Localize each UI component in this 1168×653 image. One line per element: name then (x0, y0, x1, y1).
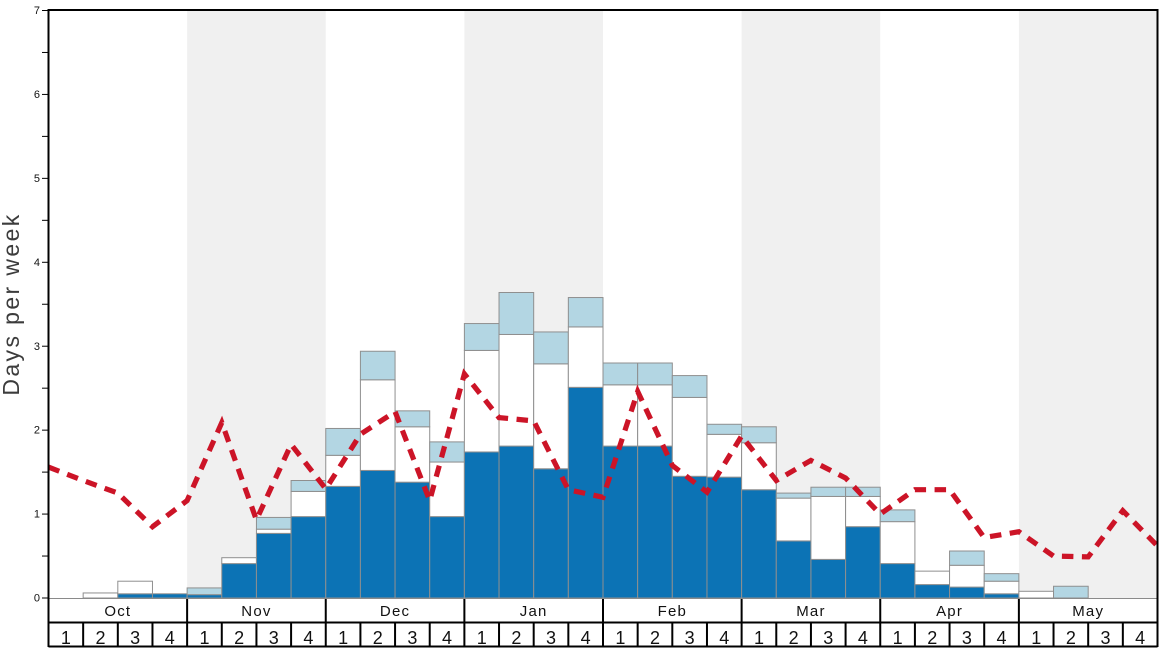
svg-text:1: 1 (1031, 628, 1041, 648)
svg-text:3: 3 (685, 628, 695, 648)
svg-text:3: 3 (269, 628, 279, 648)
svg-text:4: 4 (34, 257, 40, 269)
svg-text:3: 3 (546, 628, 556, 648)
svg-text:1: 1 (615, 628, 625, 648)
svg-text:0: 0 (34, 593, 40, 605)
svg-text:4: 4 (303, 628, 313, 648)
svg-text:Mar: Mar (796, 603, 825, 620)
svg-text:3: 3 (34, 341, 40, 353)
svg-text:Days per week: Days per week (0, 212, 24, 395)
svg-text:1: 1 (34, 509, 40, 521)
svg-text:5: 5 (34, 173, 40, 185)
svg-text:2: 2 (1066, 628, 1076, 648)
svg-text:Apr: Apr (936, 603, 963, 620)
svg-text:4: 4 (997, 628, 1007, 648)
svg-text:3: 3 (130, 628, 140, 648)
svg-text:Jan: Jan (520, 603, 548, 620)
svg-text:3: 3 (407, 628, 417, 648)
svg-text:4: 4 (719, 628, 729, 648)
svg-text:1: 1 (61, 628, 71, 648)
svg-text:6: 6 (34, 89, 40, 101)
svg-text:May: May (1072, 603, 1104, 620)
svg-text:4: 4 (442, 628, 452, 648)
svg-text:4: 4 (1135, 628, 1145, 648)
svg-text:2: 2 (34, 425, 40, 437)
svg-text:3: 3 (962, 628, 972, 648)
svg-text:1: 1 (754, 628, 764, 648)
svg-text:2: 2 (373, 628, 383, 648)
svg-text:1: 1 (477, 628, 487, 648)
svg-text:2: 2 (234, 628, 244, 648)
svg-text:7: 7 (34, 5, 40, 17)
svg-text:1: 1 (893, 628, 903, 648)
svg-text:1: 1 (338, 628, 348, 648)
svg-text:3: 3 (823, 628, 833, 648)
svg-text:4: 4 (858, 628, 868, 648)
svg-text:Dec: Dec (380, 603, 410, 620)
svg-text:1: 1 (199, 628, 209, 648)
svg-text:Oct: Oct (104, 603, 131, 620)
svg-text:4: 4 (581, 628, 591, 648)
svg-text:Feb: Feb (658, 603, 687, 620)
svg-text:2: 2 (650, 628, 660, 648)
svg-text:2: 2 (927, 628, 937, 648)
svg-text:Nov: Nov (241, 603, 271, 620)
svg-text:2: 2 (95, 628, 105, 648)
svg-text:2: 2 (789, 628, 799, 648)
svg-text:3: 3 (1101, 628, 1111, 648)
svg-text:2: 2 (511, 628, 521, 648)
svg-text:4: 4 (165, 628, 175, 648)
